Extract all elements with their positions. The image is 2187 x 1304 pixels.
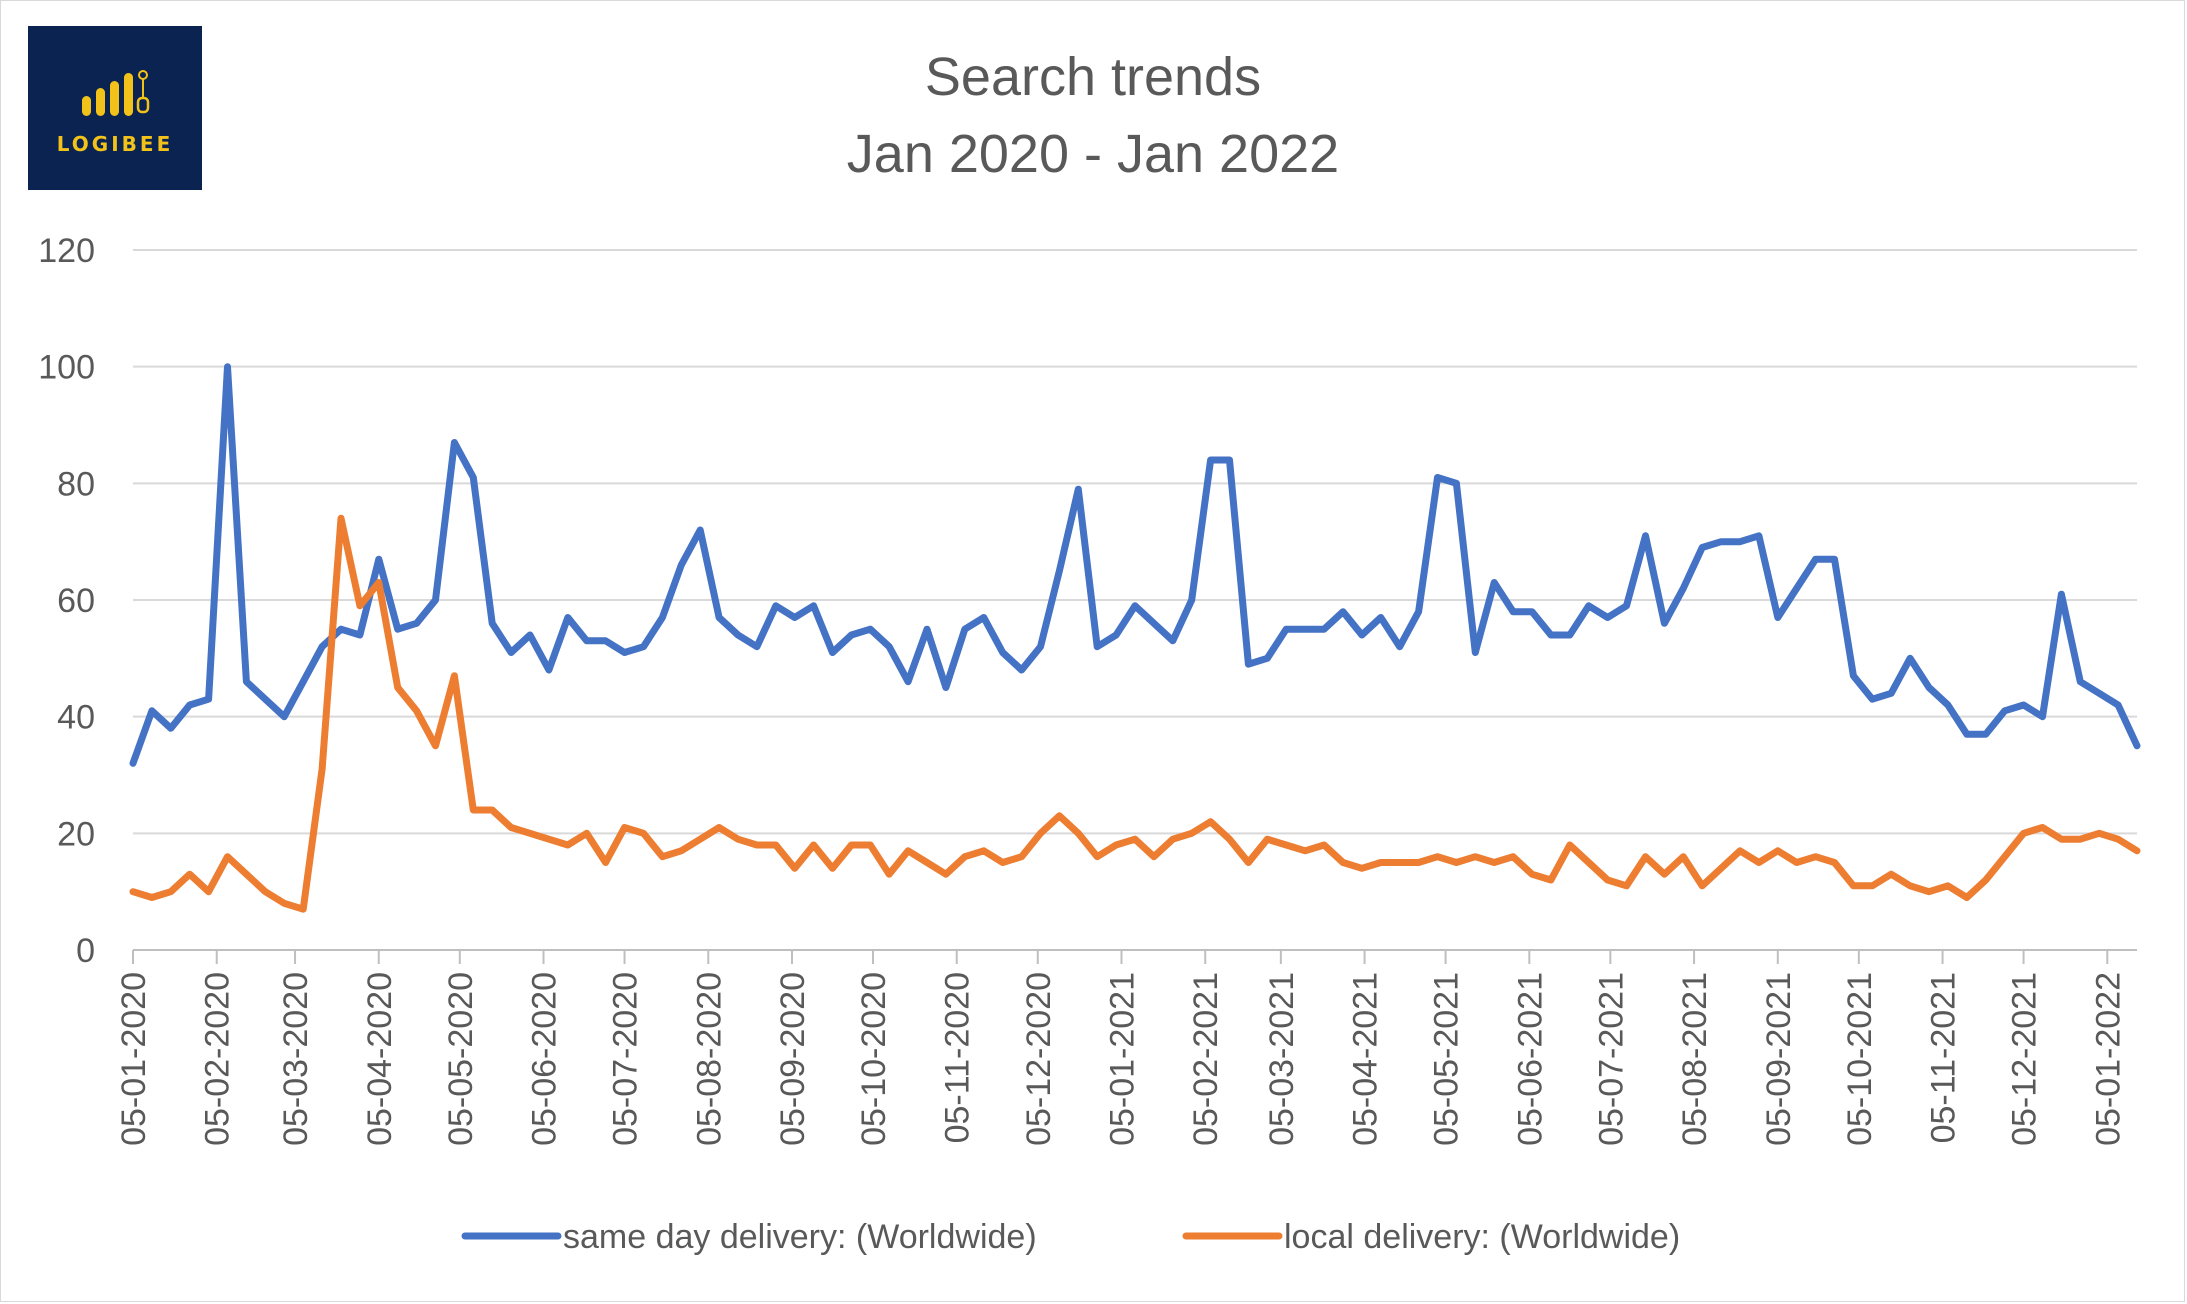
x-tick-label: 05-08-2020 [690,972,728,1146]
x-tick-label: 05-07-2021 [1592,972,1630,1146]
series-line-2 [129,514,2141,913]
x-tick-label: 05-02-2021 [1187,972,1225,1146]
y-tick-label: 100 [38,349,95,387]
x-axis: 05-01-2020 05-02-2020 05-03-2020 05-04-2020… [115,949,2137,1146]
x-tick-label: 05-12-2021 [2006,972,2044,1146]
y-tick-label: 20 [57,815,95,853]
x-tick-label: 05-11-2021 [1925,972,1963,1143]
x-tick-label: 05-03-2020 [277,972,315,1146]
x-tick-label: 05-03-2021 [1263,972,1301,1146]
x-tick-label: 05-09-2020 [774,972,812,1146]
x-tick-label: 05-05-2021 [1428,972,1466,1146]
x-tick-label: 05-06-2021 [1511,972,1549,1146]
x-tick-label: 05-06-2020 [526,972,564,1146]
series-lines [129,363,2141,913]
bar-chart-logo-icon [82,70,150,116]
x-tick-label: 05-12-2020 [1020,972,1058,1146]
x-tick-label: 05-02-2020 [199,972,237,1146]
legend: same day delivery: (Worldwide) local deli… [461,1218,1680,1256]
gridlines [133,249,2137,835]
x-tick-label: 05-09-2021 [1760,972,1798,1146]
legend-label-1: same day delivery: (Worldwide) [563,1218,1037,1256]
chart-title-line-2: Jan 2020 - Jan 2022 [847,124,1339,184]
y-axis-ticks: 0 20 40 60 80 100 120 [38,232,95,970]
x-tick-label: 05-08-2021 [1676,972,1714,1146]
x-tick-label: 05-04-2021 [1347,972,1385,1146]
logo-text: LOGIBEE [56,132,174,156]
y-tick-label: 60 [57,582,95,620]
y-tick-label: 40 [57,699,95,737]
x-tick-label: 05-10-2020 [855,972,893,1146]
y-tick-label: 120 [38,232,95,270]
series-line-1 [129,363,2141,767]
y-tick-label: 80 [57,465,95,503]
chart-title-line-1: Search trends [925,47,1261,107]
x-tick-label: 05-05-2020 [442,972,480,1146]
x-tick-label: 05-10-2021 [1841,972,1879,1146]
x-tick-label: 05-07-2020 [607,972,645,1146]
logibee-logo: LOGIBEE [28,26,202,190]
x-tick-label: 05-01-2020 [115,972,153,1146]
y-tick-label: 0 [76,932,95,970]
legend-label-2: local delivery: (Worldwide) [1284,1218,1680,1256]
x-tick-label: 05-01-2021 [1103,972,1141,1146]
x-tick-label: 05-11-2020 [939,972,977,1143]
x-tick-label: 05-04-2020 [361,972,399,1146]
x-tick-label: 05-01-2022 [2089,972,2127,1146]
